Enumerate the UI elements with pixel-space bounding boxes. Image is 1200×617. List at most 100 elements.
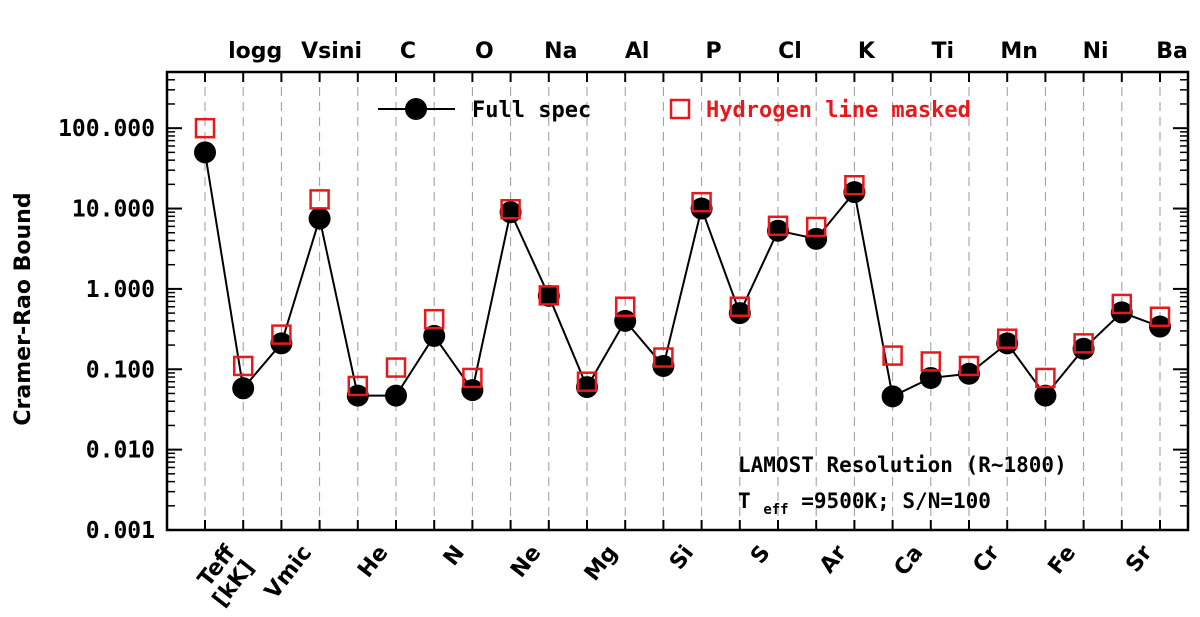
legend-circle-marker — [405, 98, 427, 120]
full-spec-point-fe — [1034, 384, 1057, 407]
bottom-label-line: Cr — [968, 541, 1004, 578]
bottom-label-line: Ne — [506, 541, 546, 583]
top-label-p: P — [706, 39, 722, 64]
bottom-category-labels: Teff[kK] Vmic He N Ne Mg Si S Ar Ca Cr Fe Sr — [189, 540, 1157, 612]
top-label-cl: Cl — [778, 39, 802, 64]
top-label-mn: Mn — [1000, 39, 1038, 64]
legend-hydrogen-masked-label: Hydrogen line masked — [706, 98, 971, 123]
full-spec-point-k — [843, 181, 866, 204]
masked-point-al — [614, 296, 636, 317]
y-axis: 0.001 0.010 0.100 1.000 10.000 100.000 — [58, 71, 1188, 544]
full-spec-point-ni — [1072, 337, 1095, 360]
series-layer — [194, 117, 1171, 408]
top-label-vsini: Vsini — [301, 39, 362, 64]
y-tick-label: 1.000 — [86, 277, 155, 303]
bottom-label-ca: Ca — [890, 541, 929, 581]
vertical-gridlines — [204, 72, 1161, 530]
masked-point-na — [538, 285, 560, 306]
full-spec-point-ar — [805, 227, 828, 250]
masked-point-cr — [958, 355, 980, 377]
top-label-ba: Ba — [1156, 39, 1188, 64]
legend-square-marker — [669, 98, 691, 120]
full-spec-point-o — [461, 379, 484, 402]
bottom-label-line: Vmic — [260, 541, 317, 604]
legend: Full spec Hydrogen line masked — [378, 98, 971, 123]
annotation-teff-sn: =9500K; S/N=100 — [801, 489, 991, 513]
full-spec-point-al — [614, 309, 637, 332]
y-tick-label: 0.010 — [86, 438, 155, 464]
top-label-na: Na — [544, 39, 577, 64]
top-label-ni: Ni — [1083, 39, 1109, 64]
annotation-eff-subscript: eff — [763, 502, 788, 518]
bottom-label-ar: Ar — [815, 541, 852, 578]
bottom-label-line: Mg — [580, 541, 623, 586]
bottom-label-line: N — [439, 541, 470, 571]
bottom-label-vmic: Vmic — [260, 541, 317, 604]
masked-point-n — [423, 308, 445, 330]
full-spec-point-p — [690, 197, 713, 220]
plot-frame — [165, 70, 1190, 532]
full-spec-point-mg — [576, 376, 598, 399]
bottom-label-s: S — [746, 541, 775, 569]
masked-point-vsini — [309, 189, 330, 210]
masked-point-o — [462, 367, 483, 389]
bottom-label-si: Si — [665, 541, 699, 575]
annotation-t: T — [738, 489, 751, 513]
masked-point-ar — [805, 216, 827, 238]
masked-point-teff-kk — [194, 117, 216, 139]
legend-full-spec-label: Full spec — [472, 98, 591, 123]
full-spec-point-ca — [881, 385, 904, 408]
y-tick-label: 10.000 — [72, 197, 155, 223]
masked-point-ti — [920, 351, 942, 372]
masked-point-p — [691, 191, 712, 213]
full-spec-point-c — [385, 384, 407, 407]
masked-point-ba — [1149, 306, 1171, 328]
full-spec-point-teff-kk — [194, 141, 216, 164]
bottom-label-he: He — [353, 541, 393, 583]
masked-point-si — [653, 347, 674, 368]
masked-point-mn — [996, 328, 1018, 349]
annotation-parameters: T eff =9500K; S/N=100 — [738, 489, 991, 519]
annotation-resolution: LAMOST Resolution (R~1800) — [738, 453, 1067, 477]
masked-point-ne — [500, 198, 521, 220]
top-label-c: C — [400, 39, 416, 64]
full-spec-point-n — [423, 324, 446, 347]
masked-point-he — [347, 375, 369, 397]
masked-point-s — [729, 296, 751, 317]
bottom-label-sr: Sr — [1121, 541, 1157, 578]
top-label-k: K — [858, 39, 876, 64]
bottom-label-line: He — [353, 541, 393, 583]
full-spec-point-vsini — [308, 207, 331, 230]
top-label-al: Al — [625, 39, 650, 64]
y-tick-label: 100.000 — [58, 116, 155, 142]
masked-point-logg — [232, 355, 254, 377]
y-tick-label: 0.001 — [86, 518, 155, 544]
bottom-label-line: Ar — [815, 541, 852, 578]
bottom-label-cr: Cr — [968, 541, 1004, 578]
bottom-label-n: N — [439, 541, 470, 571]
bottom-label-line: S — [746, 541, 775, 569]
full-spec-line — [204, 152, 1161, 398]
masked-point-cl — [767, 215, 789, 237]
masked-point-mg — [576, 371, 598, 392]
bottom-label-line: Fe — [1044, 541, 1082, 579]
bottom-label-line: Ca — [890, 541, 929, 581]
masked-point-sr — [1111, 293, 1133, 315]
full-spec-point-ne — [499, 201, 522, 224]
full-spec-point-s — [728, 302, 751, 325]
bottom-label-teff-kk: Teff[kK] — [189, 540, 260, 612]
annotation: LAMOST Resolution (R~1800) T eff =9500K;… — [738, 453, 1067, 519]
full-spec-point-mn — [996, 332, 1019, 355]
top-label-logg: logg — [228, 39, 282, 64]
y-axis-label: Cramer-Rao Bound — [11, 192, 36, 425]
top-label-ti: Ti — [932, 39, 955, 64]
masked-point-ni — [1073, 333, 1094, 354]
masked-point-vmic — [271, 324, 292, 345]
bottom-label-line: Sr — [1121, 541, 1157, 578]
bottom-label-fe: Fe — [1044, 541, 1082, 579]
bottom-label-mg: Mg — [580, 541, 623, 586]
masked-point-ca — [882, 345, 903, 366]
full-spec-point-ti — [919, 366, 942, 389]
masked-point-k — [844, 174, 865, 196]
y-tick-label: 0.100 — [86, 357, 155, 383]
